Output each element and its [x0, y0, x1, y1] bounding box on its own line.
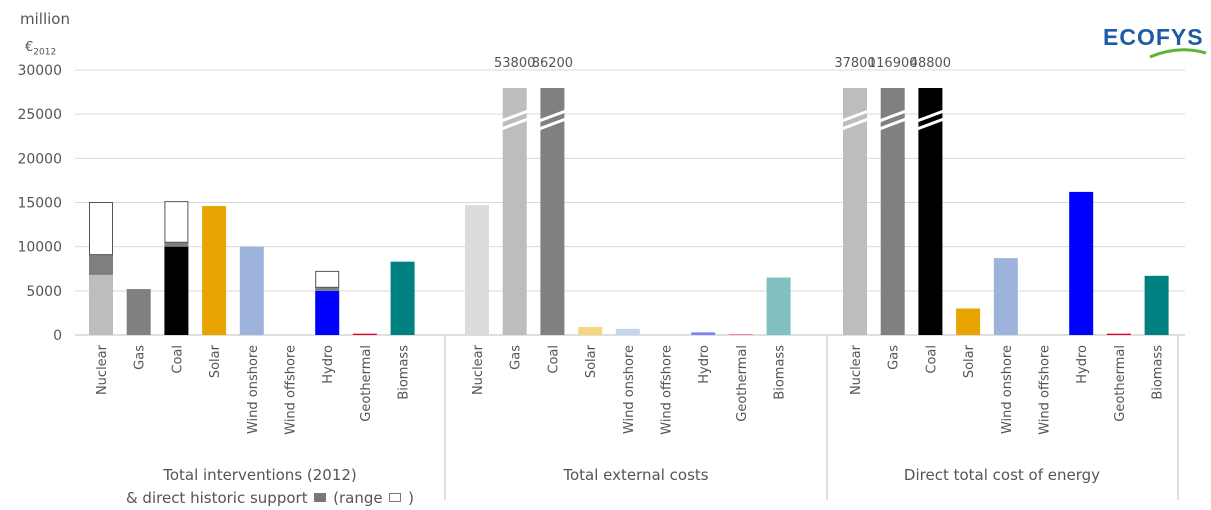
- y-unit-currency: €2012: [25, 40, 57, 58]
- bar: [390, 261, 415, 335]
- bar: [578, 327, 603, 335]
- bar: [766, 277, 791, 335]
- x-tick-label: Geothermal: [1113, 345, 1128, 422]
- data-label: 37800: [834, 56, 875, 71]
- x-tick-label: Nuclear: [849, 344, 864, 395]
- x-tick-label: Wind offshore: [284, 345, 299, 435]
- axis-break: [913, 116, 947, 132]
- bar: [918, 88, 943, 335]
- data-label: 53800: [494, 56, 535, 71]
- bar: [202, 206, 227, 335]
- bar-range: [164, 201, 189, 243]
- y-tick-label: 25000: [17, 107, 62, 123]
- x-tick-label: Gas: [133, 345, 148, 370]
- x-tick-label: Biomass: [397, 345, 412, 400]
- bar: [880, 88, 905, 335]
- ecofys-logo: ECOFYS: [1103, 24, 1204, 50]
- bar-historic-support: [164, 242, 189, 247]
- y-tick-label: 10000: [17, 240, 62, 256]
- axis-break: [535, 108, 569, 124]
- bar: [956, 308, 981, 335]
- bar: [540, 88, 565, 335]
- bar: [164, 246, 189, 335]
- bar: [315, 290, 340, 335]
- axis-break: [838, 108, 872, 124]
- bar: [239, 246, 264, 335]
- bar: [352, 333, 377, 335]
- bar: [1144, 275, 1169, 335]
- x-tick-label: Solar: [584, 344, 599, 378]
- x-tick-label: Coal: [546, 345, 561, 374]
- bar: [502, 88, 527, 335]
- data-label: 48800: [910, 56, 951, 71]
- y-tick-label: 15000: [17, 196, 62, 212]
- x-tick-label: Solar: [962, 344, 977, 378]
- x-tick-label: Hydro: [321, 345, 336, 384]
- group-label-interventions-legend: & direct historic support (range ): [125, 489, 415, 507]
- x-tick-label: Gas: [887, 345, 902, 370]
- bar: [89, 274, 113, 335]
- y-tick-label: 30000: [17, 63, 62, 79]
- y-tick-label: 20000: [17, 151, 62, 167]
- x-tick-label: Wind offshore: [660, 345, 675, 435]
- x-tick-label: Wind onshore: [246, 345, 261, 434]
- bar: [615, 328, 640, 335]
- legend-range-swatch: [389, 493, 402, 502]
- group-label-direct-cost: Direct total cost of energy: [903, 466, 1101, 484]
- x-tick-label: Biomass: [773, 345, 788, 400]
- x-tick-label: Geothermal: [735, 345, 750, 422]
- bar: [728, 333, 753, 335]
- y-unit-label: million: [20, 10, 70, 28]
- x-tick-label: Coal: [924, 345, 939, 374]
- x-tick-label: Nuclear: [95, 344, 110, 395]
- bar-historic-support: [89, 254, 113, 275]
- axis-break: [498, 108, 532, 124]
- bar: [993, 258, 1018, 335]
- x-tick-label: Wind onshore: [622, 345, 637, 434]
- axis-break: [535, 116, 569, 132]
- x-tick-label: Coal: [170, 345, 185, 374]
- bar: [465, 205, 489, 335]
- x-tick-label: Geothermal: [359, 345, 374, 422]
- bar: [126, 289, 151, 335]
- x-tick-label: Solar: [208, 344, 223, 378]
- data-label: 86200: [532, 56, 573, 71]
- logo-swoosh-icon: [1149, 48, 1207, 59]
- bar: [691, 332, 716, 335]
- axis-break: [913, 108, 947, 124]
- bar: [1069, 191, 1094, 335]
- axis-break: [838, 116, 872, 132]
- group-label-external-costs: Total external costs: [563, 466, 709, 484]
- bar-range: [89, 202, 113, 256]
- group-label-interventions: Total interventions (2012): [163, 466, 357, 484]
- legend-historic-swatch: [314, 493, 327, 502]
- bar: [1106, 333, 1131, 335]
- bar: [843, 88, 867, 335]
- axis-break: [876, 116, 910, 132]
- bar-historic-support: [315, 287, 340, 291]
- x-tick-label: Biomass: [1151, 345, 1166, 400]
- x-tick-label: Gas: [509, 345, 524, 370]
- x-tick-label: Wind offshore: [1038, 345, 1053, 435]
- x-tick-label: Hydro: [697, 345, 712, 384]
- axis-break: [876, 108, 910, 124]
- x-tick-label: Hydro: [1075, 345, 1090, 384]
- axis-break: [498, 116, 532, 132]
- x-tick-label: Nuclear: [471, 344, 486, 395]
- x-tick-label: Wind onshore: [1000, 345, 1015, 434]
- bar-range: [315, 270, 340, 288]
- y-tick-label: 5000: [26, 284, 62, 300]
- data-label: 116900: [868, 56, 918, 71]
- y-tick-label: 0: [53, 328, 62, 344]
